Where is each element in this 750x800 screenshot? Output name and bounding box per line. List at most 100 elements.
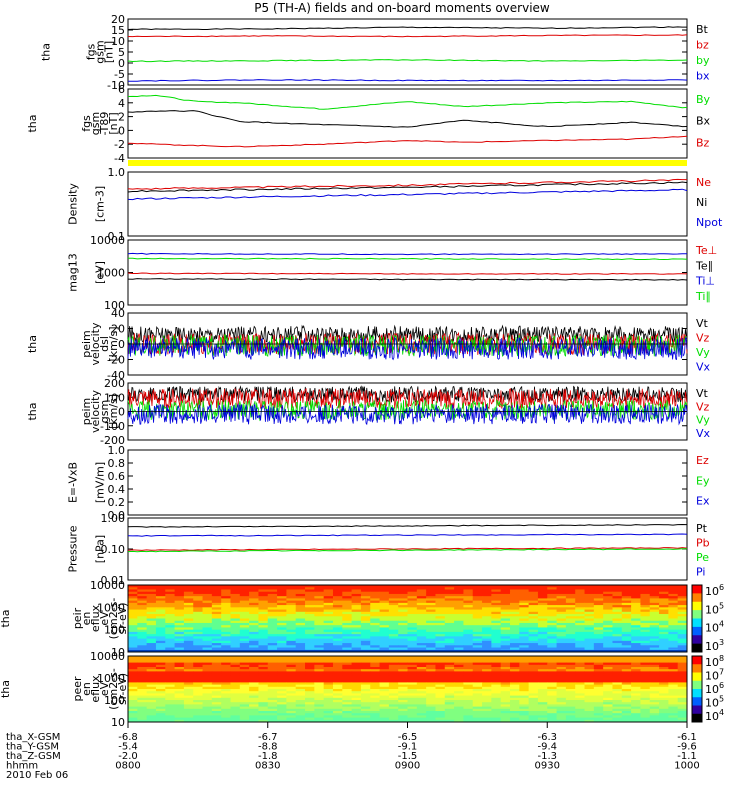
heatmap-cell bbox=[155, 678, 166, 681]
heatmap-cell bbox=[463, 711, 474, 714]
heatmap-cell bbox=[472, 675, 483, 679]
heatmap-cell bbox=[146, 620, 157, 624]
heatmap-cell bbox=[267, 704, 278, 708]
heatmap-cell bbox=[612, 684, 623, 688]
heatmap-cell bbox=[640, 684, 651, 688]
heatmap-cell bbox=[230, 717, 241, 721]
heatmap-cell bbox=[370, 684, 381, 688]
heatmap-cell bbox=[575, 607, 586, 611]
heatmap-cell bbox=[509, 715, 520, 719]
heatmap-cell bbox=[174, 713, 185, 716]
heatmap-cell bbox=[286, 671, 297, 675]
heatmap-cell bbox=[519, 591, 530, 595]
heatmap-cell bbox=[472, 585, 483, 588]
heatmap-cell bbox=[370, 593, 381, 597]
heatmap-cell bbox=[314, 627, 325, 631]
heatmap-cell bbox=[398, 702, 408, 705]
heatmap-cell bbox=[239, 634, 250, 637]
colorbar-segment bbox=[692, 672, 702, 682]
legend-red: Bz bbox=[696, 136, 710, 149]
heatmap-cell bbox=[165, 609, 176, 613]
heatmap-cell bbox=[398, 680, 408, 683]
heatmap-cell bbox=[360, 686, 371, 690]
heatmap-cell bbox=[612, 600, 623, 604]
heatmap-cell bbox=[137, 634, 148, 637]
heatmap-cell bbox=[174, 675, 185, 679]
heatmap-cell bbox=[193, 616, 204, 619]
heatmap-cell bbox=[230, 636, 241, 640]
heatmap-cell bbox=[668, 640, 679, 644]
heatmap-cell bbox=[211, 587, 222, 590]
heatmap-cell bbox=[360, 631, 371, 635]
heatmap-cell bbox=[426, 627, 436, 631]
heatmap-cell bbox=[174, 697, 185, 701]
heatmap-cell bbox=[500, 662, 511, 666]
heatmap-cell bbox=[398, 717, 408, 721]
heatmap-cell bbox=[407, 706, 418, 710]
heatmap-cell bbox=[659, 656, 669, 659]
heatmap-cell bbox=[277, 629, 287, 633]
heatmap-cell bbox=[426, 686, 436, 690]
y-tick-label: 100 bbox=[104, 624, 125, 637]
heatmap-cell bbox=[202, 673, 213, 677]
heatmap-cell bbox=[277, 598, 287, 602]
heatmap-cell bbox=[621, 697, 632, 701]
heatmap-cell bbox=[463, 629, 474, 633]
heatmap-cell bbox=[239, 587, 250, 590]
heatmap-cell bbox=[351, 605, 362, 608]
heatmap-cell bbox=[193, 704, 204, 708]
heatmap-cell bbox=[323, 708, 334, 712]
heatmap-cell bbox=[537, 645, 548, 649]
colorbar-segment bbox=[692, 680, 702, 690]
heatmap-cell bbox=[165, 686, 176, 690]
heatmap-cell bbox=[509, 686, 520, 690]
heatmap-cell bbox=[146, 609, 157, 613]
heatmap-cell bbox=[537, 717, 548, 721]
colorbar-segment bbox=[692, 610, 702, 619]
heatmap-cell bbox=[482, 647, 492, 651]
heatmap-cell bbox=[388, 614, 399, 617]
heatmap-cell bbox=[435, 587, 446, 590]
heatmap-cell bbox=[454, 607, 464, 611]
heatmap-cell bbox=[295, 704, 306, 708]
heatmap-cell bbox=[631, 611, 641, 615]
heatmap-cell bbox=[463, 662, 474, 666]
heatmap-cell bbox=[426, 689, 436, 692]
heatmap-cell bbox=[668, 591, 679, 595]
heatmap-cell bbox=[668, 611, 679, 615]
heatmap-cell bbox=[482, 640, 492, 644]
heatmap-cell bbox=[528, 607, 539, 611]
heatmap-cell bbox=[463, 589, 474, 593]
heatmap-cell bbox=[612, 589, 623, 593]
heatmap-cell bbox=[370, 708, 381, 712]
heatmap-cell bbox=[612, 675, 623, 679]
heatmap-cell bbox=[388, 645, 399, 649]
heatmap-cell bbox=[640, 591, 651, 595]
heatmap-cell bbox=[407, 704, 418, 708]
heatmap-cell bbox=[435, 691, 446, 694]
heatmap-cell bbox=[565, 593, 576, 597]
heatmap-cell bbox=[444, 596, 455, 599]
heatmap-cell bbox=[370, 691, 381, 694]
heatmap-cell bbox=[388, 607, 399, 611]
heatmap-cell bbox=[295, 706, 306, 710]
heatmap-cell bbox=[463, 695, 474, 699]
heatmap-cell bbox=[211, 607, 222, 611]
heatmap-cell bbox=[332, 686, 343, 690]
heatmap-cell bbox=[482, 638, 492, 642]
heatmap-cell bbox=[668, 686, 679, 690]
heatmap-cell bbox=[137, 671, 148, 675]
heatmap-cell bbox=[286, 627, 297, 631]
heatmap-cell bbox=[351, 719, 362, 723]
heatmap-cell bbox=[463, 636, 474, 640]
heatmap-cell bbox=[332, 589, 343, 593]
y-tick-label: 100 bbox=[104, 391, 125, 404]
heatmap-cell bbox=[575, 636, 586, 640]
heatmap-cell bbox=[137, 717, 148, 721]
heatmap-cell bbox=[193, 695, 204, 699]
heatmap-cell bbox=[631, 680, 641, 683]
y-tick-label: 0.10 bbox=[101, 543, 126, 556]
heatmap-cell bbox=[584, 700, 595, 703]
heatmap-cell bbox=[230, 593, 241, 597]
heatmap-cell bbox=[407, 711, 418, 714]
